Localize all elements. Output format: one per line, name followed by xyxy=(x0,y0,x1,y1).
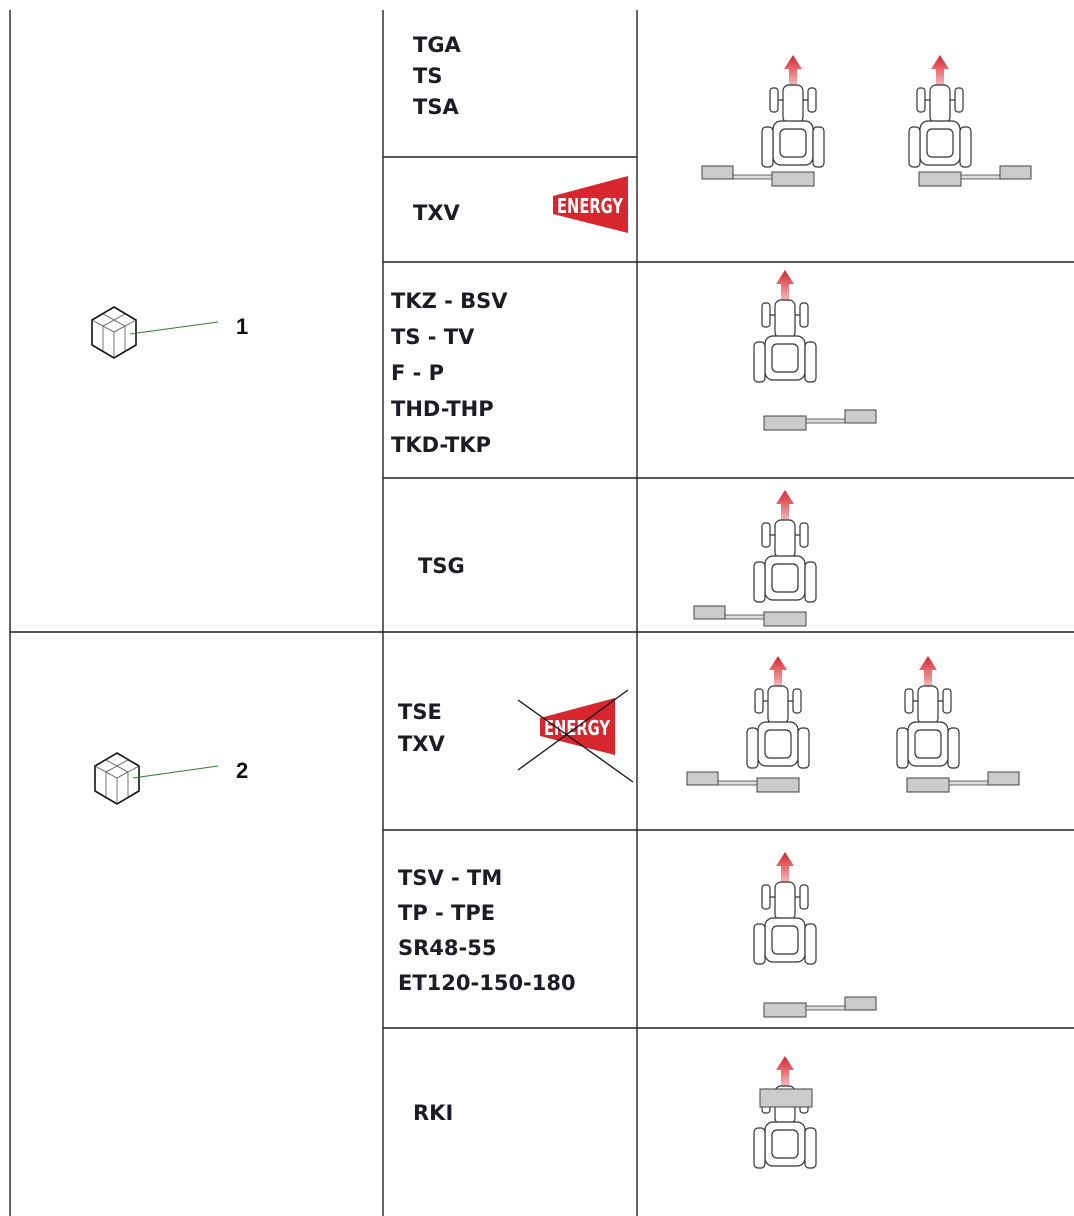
implement-arm xyxy=(948,780,989,786)
group-label: 2 xyxy=(236,758,248,783)
group-1-callout: 1 xyxy=(91,306,248,359)
implement-arm xyxy=(960,174,1001,180)
implement-head xyxy=(999,165,1032,180)
tractor-icon xyxy=(753,489,817,603)
implement xyxy=(756,777,800,793)
model: TXV xyxy=(398,732,446,756)
model: TGA xyxy=(413,33,462,57)
model: F - P xyxy=(391,361,444,385)
group-label: 1 xyxy=(236,314,248,339)
model: TXV xyxy=(413,201,461,225)
tractor-icon xyxy=(753,851,817,965)
implement xyxy=(763,1002,807,1018)
model: ET120-150-180 xyxy=(398,971,576,995)
model: THD-THP xyxy=(391,397,494,421)
model: SR48-55 xyxy=(398,936,496,960)
grid xyxy=(9,10,1074,1216)
badge-text: ENERGY xyxy=(557,194,623,218)
tractor-icon xyxy=(753,1055,817,1169)
tractor-icon xyxy=(908,54,972,168)
tractor-icon xyxy=(761,54,825,168)
tractor-icon xyxy=(896,655,960,769)
badge-text: ENERGY xyxy=(544,716,610,740)
model: TS - TV xyxy=(391,325,475,349)
group-2-callout: 2 xyxy=(94,752,248,805)
model: TSE xyxy=(398,700,442,724)
implement xyxy=(763,611,807,627)
front-implement xyxy=(759,1088,813,1108)
implement-head xyxy=(693,605,726,620)
implement-head xyxy=(844,409,877,424)
implement-head xyxy=(686,771,719,786)
implement-arm xyxy=(724,614,765,620)
model: TKZ - BSV xyxy=(391,289,508,313)
tractor-icon xyxy=(753,269,817,383)
implement xyxy=(918,171,962,187)
implement xyxy=(763,415,807,431)
tractor-icon xyxy=(746,655,810,769)
implement xyxy=(906,777,950,793)
energy-badge-crossed: ENERGY xyxy=(517,689,634,783)
implement-head xyxy=(701,165,734,180)
implement xyxy=(771,171,815,187)
implement-head xyxy=(987,771,1020,786)
model: TKD-TKP xyxy=(391,433,491,457)
implement-head xyxy=(844,996,877,1011)
energy-badge: ENERGY xyxy=(553,176,628,233)
implement-arm xyxy=(805,1005,846,1011)
model: TS xyxy=(413,64,442,88)
model: TP - TPE xyxy=(398,901,495,925)
implement-arm xyxy=(805,418,846,424)
model: TSG xyxy=(418,554,465,578)
model: RKI xyxy=(413,1101,453,1125)
implement-arm xyxy=(717,780,758,786)
model: TSV - TM xyxy=(398,866,502,890)
model: TSA xyxy=(413,95,459,119)
implement-arm xyxy=(732,174,773,180)
